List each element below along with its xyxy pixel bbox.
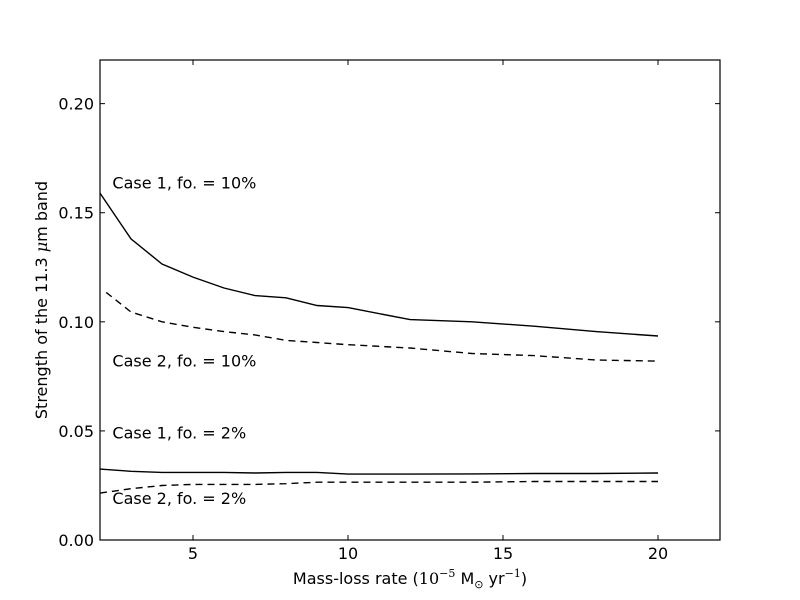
y-tick-label: 0.00 [58, 531, 94, 550]
ticks-layer: 5 10 15 20 0.00 0.05 0.10 0.15 0.20 [58, 60, 720, 563]
x-tick-label: 5 [188, 544, 198, 563]
series-annotation: Case 1, fo. = 10% [112, 174, 256, 193]
plot-area [100, 60, 720, 540]
plot-frame [99, 59, 721, 541]
series-annotation: Case 1, fo. = 2% [112, 424, 246, 443]
series-annotation: Case 2, fo. = 10% [112, 352, 256, 371]
series-line-3 [99, 468, 659, 475]
series-layer [99, 192, 659, 494]
x-tick-label: 15 [493, 544, 513, 563]
x-axis-label: Mass-loss rate (10−5 M⊙ yr−1) [293, 567, 527, 591]
series-line-2 [105, 291, 659, 362]
x-tick-label: 20 [648, 544, 668, 563]
y-tick-label: 0.05 [58, 422, 94, 441]
y-axis-label: Strength of the 11.3 μm band [32, 181, 51, 419]
series-line-1 [99, 192, 659, 337]
y-tick-label: 0.15 [58, 204, 94, 223]
y-tick-label: 0.10 [58, 313, 94, 332]
annotation-layer: Case 1, fo. = 10% Case 2, fo. = 10% Case 1… [112, 174, 256, 508]
y-tick-label: 0.20 [58, 95, 94, 114]
series-annotation: Case 2, fo. = 2% [112, 489, 246, 508]
x-tick-label: 10 [338, 544, 358, 563]
series-line-4 [99, 480, 658, 494]
